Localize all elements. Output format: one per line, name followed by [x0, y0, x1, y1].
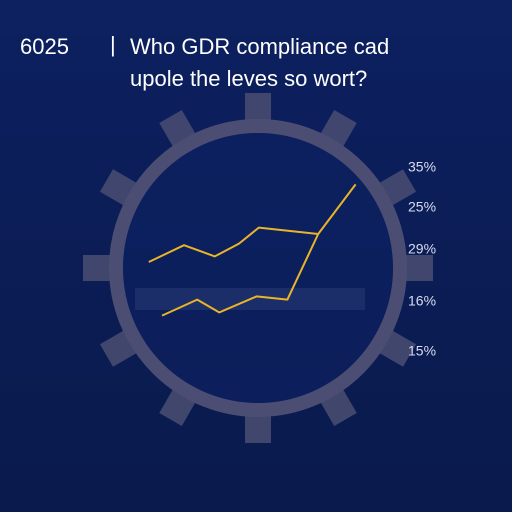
line	[161, 183, 357, 317]
number: 6025	[20, 34, 69, 59]
line	[148, 226, 319, 263]
separator: |	[110, 32, 116, 57]
side-label: 16%	[408, 293, 436, 309]
gear-ring	[109, 119, 407, 417]
side-label: 15%	[408, 343, 436, 359]
side-label: 29%	[408, 241, 436, 257]
gear	[83, 93, 433, 443]
side-label: 25%	[408, 199, 436, 215]
chart-subtitle: upole the leves so wort?	[130, 66, 367, 91]
side-label: 35%	[408, 159, 436, 175]
gear-inner	[123, 133, 393, 403]
chart-title: Who GDR compliance cad	[130, 34, 389, 59]
